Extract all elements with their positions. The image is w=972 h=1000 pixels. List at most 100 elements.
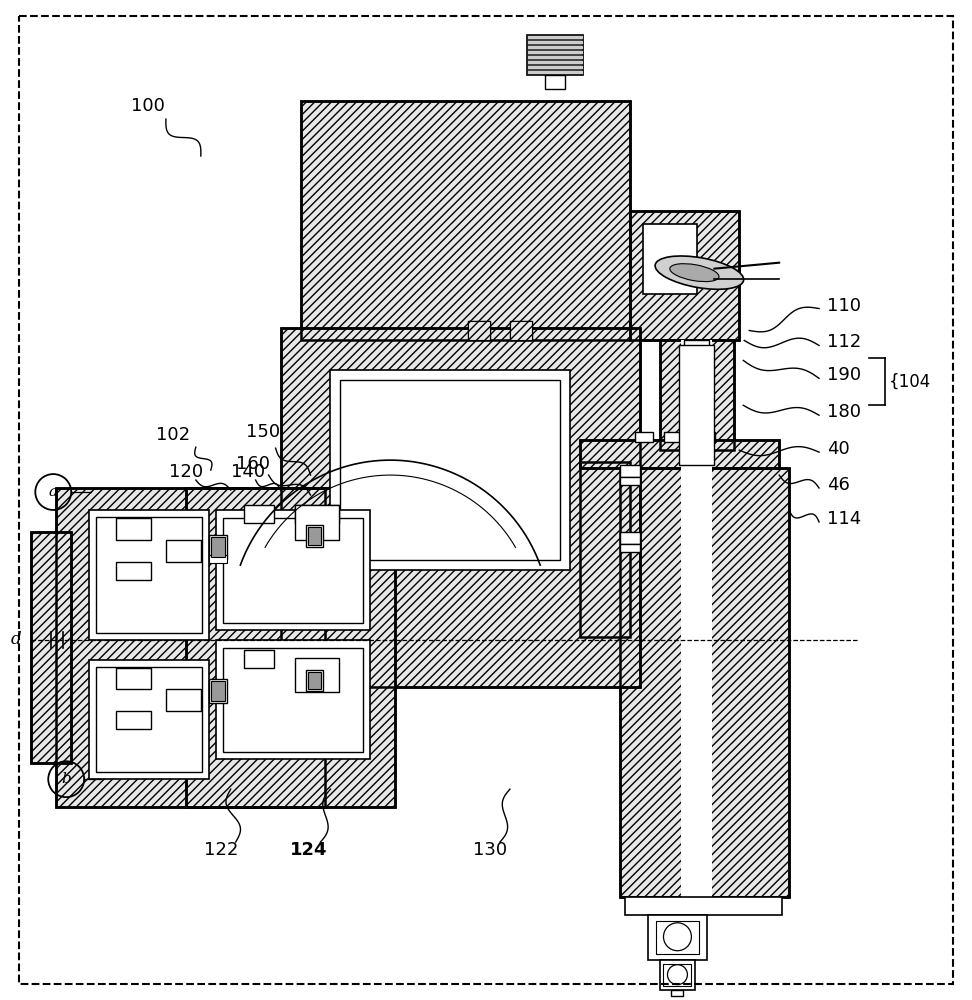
- Bar: [56, 488, 326, 807]
- Bar: [527, 65, 583, 69]
- Bar: [681, 340, 712, 899]
- Bar: [281, 328, 640, 687]
- Bar: [300, 101, 630, 340]
- Bar: [244, 650, 273, 668]
- Bar: [307, 672, 322, 689]
- Text: 102: 102: [156, 426, 191, 444]
- Bar: [469, 321, 490, 340]
- Bar: [209, 555, 226, 563]
- Bar: [527, 35, 583, 39]
- Bar: [96, 517, 202, 633]
- Bar: [31, 532, 71, 763]
- Bar: [527, 55, 583, 59]
- Bar: [89, 510, 209, 640]
- Bar: [305, 670, 324, 691]
- Bar: [31, 532, 71, 763]
- Bar: [223, 648, 364, 752]
- Text: 114: 114: [827, 510, 861, 528]
- Bar: [527, 35, 583, 75]
- Bar: [679, 345, 714, 465]
- Bar: [166, 689, 201, 711]
- Bar: [655, 921, 700, 954]
- Bar: [684, 340, 710, 450]
- Bar: [579, 440, 780, 468]
- Bar: [209, 679, 226, 703]
- Bar: [116, 518, 151, 540]
- Bar: [527, 50, 583, 54]
- Text: 122: 122: [203, 841, 238, 859]
- Bar: [186, 488, 396, 807]
- Bar: [295, 505, 339, 540]
- Bar: [216, 640, 370, 759]
- Bar: [697, 432, 715, 442]
- Bar: [209, 535, 226, 559]
- Ellipse shape: [655, 256, 744, 289]
- Bar: [665, 432, 682, 442]
- Bar: [660, 340, 734, 450]
- Text: 140: 140: [230, 463, 264, 481]
- Bar: [244, 505, 273, 523]
- Text: 150: 150: [246, 423, 280, 441]
- Text: 160: 160: [236, 455, 269, 473]
- Text: 110: 110: [827, 297, 861, 315]
- Bar: [527, 45, 583, 49]
- Bar: [340, 380, 560, 560]
- Text: 40: 40: [827, 440, 850, 458]
- Text: {104: {104: [888, 372, 931, 390]
- Bar: [619, 544, 640, 552]
- Bar: [307, 527, 322, 545]
- Text: 130: 130: [473, 841, 507, 859]
- Bar: [186, 488, 396, 807]
- Bar: [635, 432, 652, 442]
- Bar: [116, 562, 151, 580]
- Bar: [664, 964, 691, 986]
- Bar: [642, 224, 697, 294]
- Bar: [630, 211, 740, 340]
- Bar: [527, 40, 583, 44]
- Text: 100: 100: [131, 97, 165, 115]
- Bar: [672, 990, 683, 996]
- Bar: [281, 328, 640, 687]
- Bar: [305, 525, 324, 547]
- Bar: [510, 321, 532, 340]
- Bar: [216, 510, 370, 630]
- Bar: [660, 960, 695, 990]
- Bar: [579, 440, 780, 468]
- Text: 124: 124: [290, 841, 328, 859]
- Bar: [295, 505, 339, 523]
- Text: 120: 120: [169, 463, 203, 481]
- Text: a: a: [49, 485, 57, 499]
- Bar: [116, 711, 151, 729]
- Text: 180: 180: [827, 403, 861, 421]
- Bar: [300, 101, 630, 340]
- Bar: [625, 897, 782, 915]
- Bar: [295, 658, 339, 692]
- Bar: [116, 668, 151, 689]
- Bar: [469, 321, 490, 340]
- Bar: [619, 477, 640, 485]
- Text: 190: 190: [827, 366, 861, 384]
- Bar: [579, 462, 630, 637]
- Bar: [56, 488, 326, 807]
- Text: d: d: [11, 631, 21, 648]
- Text: 46: 46: [827, 476, 850, 494]
- Bar: [330, 370, 570, 570]
- Bar: [684, 340, 710, 899]
- Bar: [619, 468, 789, 897]
- Bar: [630, 211, 740, 340]
- Bar: [211, 681, 225, 701]
- Bar: [211, 537, 225, 557]
- Bar: [579, 462, 630, 637]
- Bar: [89, 660, 209, 779]
- Ellipse shape: [670, 264, 719, 282]
- Bar: [166, 540, 201, 562]
- Bar: [96, 667, 202, 772]
- Bar: [527, 60, 583, 64]
- Bar: [223, 518, 364, 623]
- Bar: [545, 75, 565, 89]
- Bar: [527, 70, 583, 74]
- Bar: [510, 321, 532, 340]
- Text: 112: 112: [827, 333, 861, 351]
- Bar: [619, 468, 789, 897]
- Bar: [647, 915, 708, 960]
